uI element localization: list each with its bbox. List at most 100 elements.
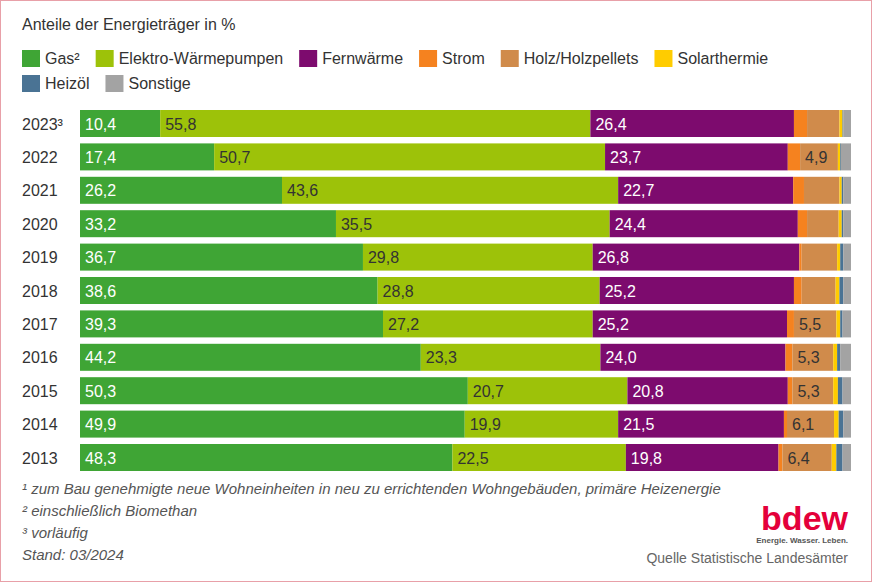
bar-segment [840, 344, 851, 371]
source: Quelle Statistische Landesämter [646, 550, 848, 566]
bar-segment [378, 277, 600, 304]
bar-segment [836, 310, 840, 337]
legend-swatch [22, 50, 40, 67]
legend-item: Elektro-Wärmepumpen [96, 50, 284, 67]
bar-segment [782, 444, 831, 471]
category-label: 2019 [22, 249, 58, 266]
legend-swatch [419, 50, 437, 67]
bar-segment [80, 344, 421, 371]
bar-segment [605, 143, 788, 170]
bar-segment [160, 110, 590, 137]
bars [80, 110, 851, 471]
bar-segment [836, 444, 842, 471]
data-labels: 10,455,826,417,450,723,74,926,243,622,73… [85, 116, 827, 467]
bar-segment [80, 377, 468, 404]
data-label: 35,5 [341, 216, 372, 233]
bar-segment [804, 177, 839, 204]
legend-swatch [299, 50, 317, 67]
data-label: 49,9 [85, 416, 116, 433]
data-label: 25,2 [598, 316, 629, 333]
data-label: 21,5 [623, 416, 654, 433]
bar-segment [833, 377, 838, 404]
data-label: 5,3 [797, 383, 819, 400]
bar-segment [626, 444, 779, 471]
data-label: 33,2 [85, 216, 116, 233]
data-label: 43,6 [287, 182, 318, 199]
data-label: 23,7 [610, 149, 641, 166]
bar-segment [839, 110, 842, 137]
bar-segment [788, 143, 800, 170]
bar-segment [600, 277, 794, 304]
data-label: 36,7 [85, 249, 116, 266]
bar-segment [593, 244, 800, 271]
title: Anteile der Energieträger in % [22, 16, 235, 33]
bar-segment [80, 110, 160, 137]
bar-segment [787, 411, 834, 438]
category-label: 2014 [22, 416, 58, 433]
footnote: ³ vorläufig [22, 524, 89, 541]
bar-segment [842, 177, 844, 204]
legend: Gas²Elektro-WärmepumpenFernwärmeStromHol… [22, 50, 768, 92]
data-label: 24,4 [615, 216, 646, 233]
bar-segment [837, 244, 840, 271]
bar-segment [80, 244, 363, 271]
data-label: 55,8 [165, 116, 196, 133]
legend-item: Solarthermie [654, 50, 768, 67]
bar-segment [843, 377, 851, 404]
category-label: 2017 [22, 316, 58, 333]
data-label: 19,9 [470, 416, 501, 433]
bar-segment [421, 344, 601, 371]
bar-segment [793, 177, 804, 204]
bar-segment [833, 344, 837, 371]
data-label: 24,0 [605, 349, 636, 366]
bar-segment [807, 110, 839, 137]
bar-segment [618, 411, 784, 438]
legend-label: Holz/Holzpellets [524, 50, 639, 67]
bar-segment [798, 210, 807, 237]
category-label: 2023³ [22, 116, 64, 133]
data-label: 20,8 [632, 383, 663, 400]
bar-segment [839, 210, 842, 237]
legend-swatch [501, 50, 519, 67]
data-label: 22,5 [457, 450, 488, 467]
bar-segment [214, 143, 605, 170]
legend-label: Elektro-Wärmepumpen [119, 50, 284, 67]
bar-segment [838, 377, 843, 404]
legend-label: Heizöl [45, 75, 89, 92]
bar-segment [832, 444, 837, 471]
bar-segment [80, 444, 452, 471]
bar-segment [843, 177, 851, 204]
legend-item: Holz/Holzpellets [501, 50, 639, 67]
data-label: 4,9 [805, 149, 827, 166]
data-label: 22,7 [623, 182, 654, 199]
bar-segment [843, 110, 851, 137]
data-label: 39,3 [85, 316, 116, 333]
legend-swatch [105, 75, 123, 92]
category-label: 2013 [22, 450, 58, 467]
data-label: 17,4 [85, 149, 116, 166]
bar-segment [838, 143, 840, 170]
y-axis: 2023³20222021202020192018201720162015201… [22, 116, 64, 467]
bar-segment [788, 377, 793, 404]
bar-segment [841, 143, 851, 170]
bar-segment [779, 444, 783, 471]
data-label: 44,2 [85, 349, 116, 366]
data-label: 6,4 [787, 450, 809, 467]
legend-item: Strom [419, 50, 485, 67]
logo-tagline: Energie. Wasser. Leben. [756, 536, 848, 545]
bar-segment [834, 411, 839, 438]
data-label: 5,3 [797, 349, 819, 366]
bar-segment [837, 344, 840, 371]
data-label: 6,1 [792, 416, 814, 433]
category-label: 2022 [22, 149, 58, 166]
bar-segment [802, 244, 837, 271]
data-label: 26,4 [595, 116, 626, 133]
data-label: 25,2 [605, 283, 636, 300]
data-label: 48,3 [85, 450, 116, 467]
bar-segment [590, 110, 794, 137]
category-label: 2015 [22, 383, 58, 400]
bar-segment [593, 310, 787, 337]
bar-segment [794, 110, 807, 137]
data-label: 26,2 [85, 182, 116, 199]
bar-segment [336, 210, 610, 237]
